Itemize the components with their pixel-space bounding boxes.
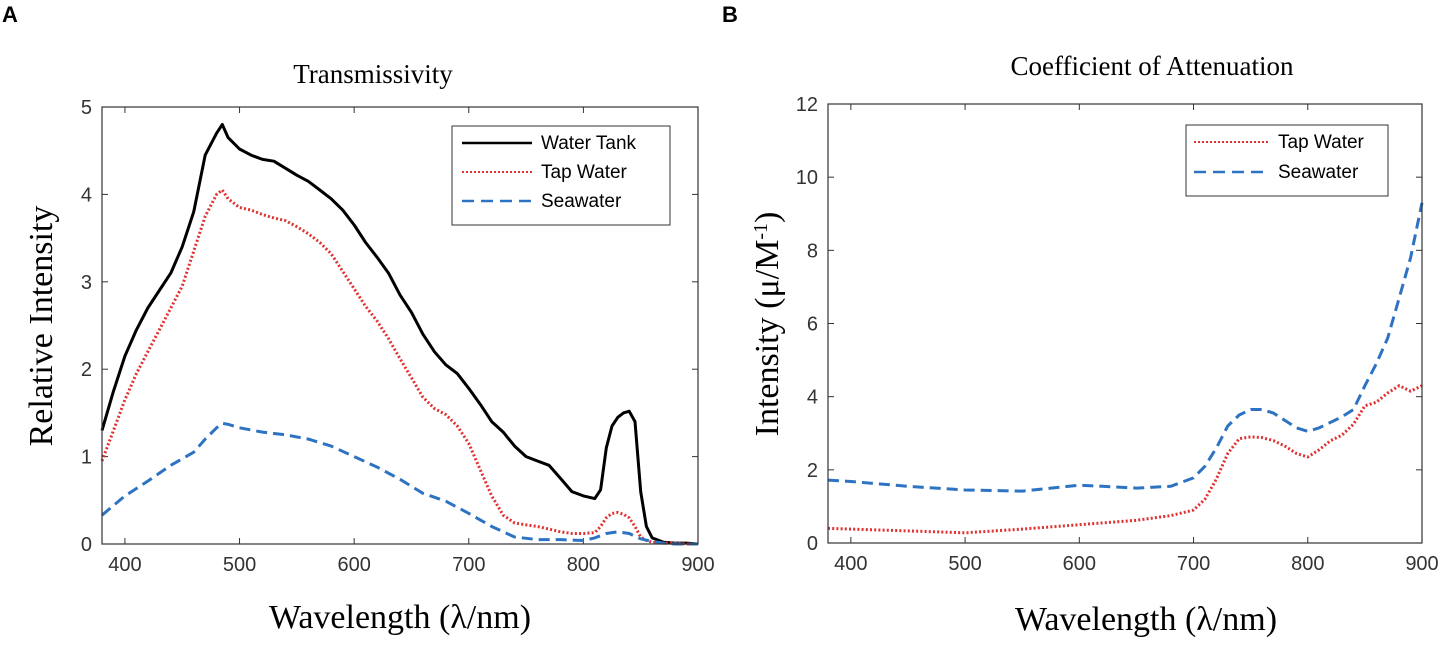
y-tick-label: 0 — [81, 534, 92, 556]
y-tick-label: 12 — [796, 94, 818, 116]
panel-b-series — [827, 202, 1424, 535]
x-tick-label: 600 — [1063, 553, 1096, 575]
x-tick-label: 400 — [834, 553, 867, 575]
panel-b-ylabel-sup: -1 — [750, 223, 772, 240]
legend-entry: Seawater — [541, 191, 622, 212]
series-line-tap-water — [827, 384, 1423, 535]
panel-b-legend-box — [1185, 124, 1389, 197]
x-tick-label: 600 — [337, 554, 370, 576]
y-tick-label: 8 — [807, 240, 818, 262]
y-tick-label: 2 — [81, 359, 92, 381]
legend-entry: Tap Water — [1278, 132, 1365, 153]
y-tick-label: 2 — [807, 460, 818, 482]
y-tick-label: 4 — [807, 387, 818, 409]
x-tick-label: 400 — [108, 554, 141, 576]
panel-b: B Coefficient of Attenuation 400 500 600 70… — [722, 2, 1439, 638]
x-tick-label: 900 — [1405, 553, 1438, 575]
panel-b-ticks: 400 500 600 700 800 900 0 2 4 6 8 10 12 — [796, 94, 1439, 575]
series-line-tap-water — [100, 188, 698, 546]
x-tick-label: 800 — [567, 554, 600, 576]
panel-a-xlabel: Wavelength (λ/nm) — [269, 599, 531, 636]
x-tick-label: 500 — [223, 554, 256, 576]
panel-b-ylabel-close: ) — [749, 212, 786, 223]
panel-a-axes — [101, 106, 699, 545]
y-tick-label: 10 — [796, 167, 818, 189]
legend-entry: Tap Water — [541, 162, 628, 183]
y-tick-label: 6 — [807, 314, 818, 336]
y-tick-label: 3 — [81, 272, 92, 294]
series-line-water-tank — [100, 123, 699, 546]
panel-b-legend: Tap Water Seawater — [1185, 124, 1389, 197]
x-tick-label: 700 — [1177, 553, 1210, 575]
panel-a-title: Transmissivity — [293, 59, 453, 89]
panel-a-label: A — [2, 2, 18, 27]
legend-entry: Seawater — [1278, 162, 1359, 183]
panel-b-ylabel-main: Intensity (μ/M — [749, 240, 786, 437]
series-line-seawater — [101, 421, 698, 546]
x-tick-label: 700 — [452, 554, 485, 576]
panel-a-series — [100, 123, 699, 546]
panel-b-label: B — [722, 2, 738, 27]
panel-a-legend: Water Tank Tap Water Seawater — [451, 125, 671, 226]
panel-b-axes — [827, 103, 1423, 544]
y-tick-label: 4 — [81, 184, 92, 206]
x-tick-label: 800 — [1291, 553, 1324, 575]
y-tick-label: 1 — [81, 447, 92, 469]
panel-b-xlabel: Wavelength (λ/nm) — [1015, 601, 1277, 638]
legend-entry: Water Tank — [541, 133, 637, 154]
x-tick-label: 500 — [948, 553, 981, 575]
series-line-seawater — [827, 202, 1424, 493]
panel-a: A Transmissivity 400 500 600 700 800 900 0 1 2 3 4… — [2, 2, 715, 636]
panel-a-ylabel: Relative Intensity — [23, 206, 60, 447]
x-tick-label: 900 — [681, 554, 714, 576]
y-tick-label: 5 — [81, 97, 92, 119]
panel-b-ylabel: Intensity (μ/M-1) — [749, 212, 786, 437]
y-tick-label: 0 — [807, 533, 818, 555]
panel-b-title: Coefficient of Attenuation — [1011, 51, 1294, 81]
